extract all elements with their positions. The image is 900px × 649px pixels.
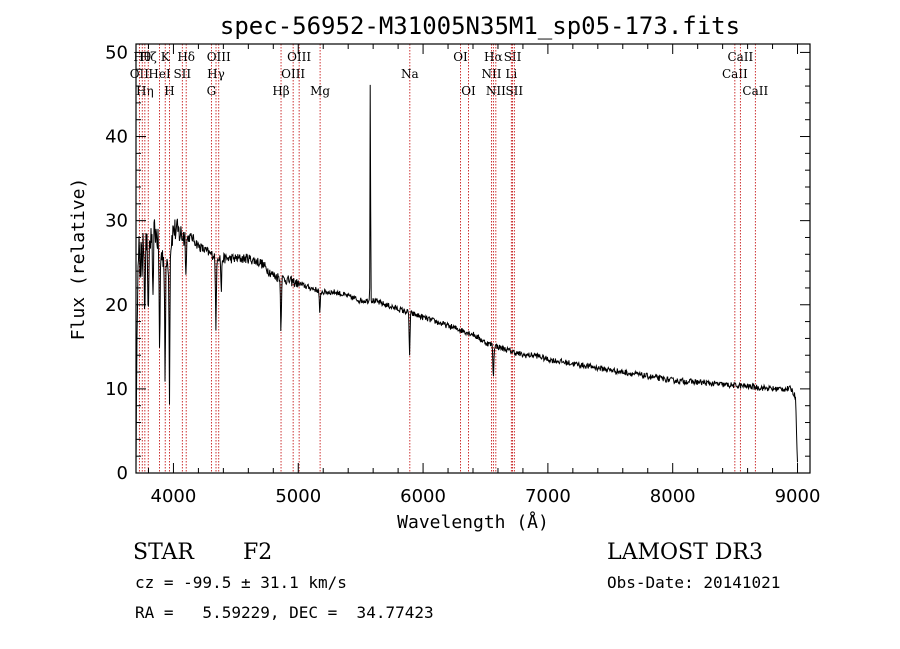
spectrum-line xyxy=(135,84,798,468)
subclass: F2 xyxy=(243,540,273,565)
line-marker-label: Hα xyxy=(484,50,503,64)
spectrum-series xyxy=(135,84,798,468)
line-marker-label: OII xyxy=(130,67,150,81)
line-marker-label: SII xyxy=(504,50,522,64)
line-marker-label: Hζ xyxy=(140,50,157,64)
line-marker-label: OIII xyxy=(287,50,311,64)
line-marker-label: SII xyxy=(173,67,191,81)
y-tick-label: 50 xyxy=(105,42,128,63)
line-markers: OII Hθ Hη Hζ HeI K H SII Hδ G Hγ OIII Hβ OIII OIII Mg Na… xyxy=(130,44,768,473)
redshift-readout: cz = -99.5 ± 31.1 km/s xyxy=(135,573,347,592)
x-tick-label: 5000 xyxy=(275,486,321,507)
line-marker-label: CaII xyxy=(727,50,753,64)
line-marker-label: OIII xyxy=(281,67,305,81)
survey-name: LAMOST DR3 xyxy=(607,540,763,565)
line-marker-label: Hγ xyxy=(207,67,225,81)
line-marker-label: Hθ xyxy=(133,50,151,64)
axis-ticks: 4000 5000 6000 7000 8000 9000 0 10 20 30 40 50 xyxy=(105,42,820,507)
chart-title: spec-56952-M31005N35M1_sp05-173.fits xyxy=(220,12,740,40)
line-marker-label: HeI xyxy=(148,67,171,81)
line-marker-label: Li xyxy=(505,67,517,81)
line-marker-label: OIII xyxy=(207,50,231,64)
y-tick-label: 0 xyxy=(117,463,128,484)
line-marker-label: Hη xyxy=(136,84,154,98)
line-marker-label: SII xyxy=(505,84,523,98)
line-marker-label: Hδ xyxy=(177,50,195,64)
line-marker-label: NII xyxy=(481,67,501,81)
line-marker-label: CaII xyxy=(742,84,768,98)
x-tick-label: 7000 xyxy=(525,486,571,507)
line-marker-label: Na xyxy=(401,67,419,81)
line-marker-label: K xyxy=(161,50,171,64)
line-marker-label: Mg xyxy=(310,84,330,98)
line-marker-label: G xyxy=(207,84,217,98)
coordinates: RA = 5.59229, DEC = 34.77423 xyxy=(135,603,434,622)
object-class: STAR xyxy=(133,540,194,565)
line-marker-label: OI xyxy=(461,84,476,98)
line-marker-label: NII xyxy=(486,84,506,98)
line-marker-label: CaII xyxy=(722,67,748,81)
line-marker-label: Hβ xyxy=(272,84,289,98)
line-marker-label: OI xyxy=(453,50,468,64)
x-axis-label: Wavelength (Å) xyxy=(397,511,549,533)
y-tick-label: 40 xyxy=(105,127,128,148)
y-tick-label: 20 xyxy=(105,295,128,316)
y-axis-label: Flux (relative) xyxy=(68,178,89,341)
y-tick-label: 10 xyxy=(105,379,128,400)
x-tick-label: 8000 xyxy=(650,486,696,507)
x-tick-label: 9000 xyxy=(775,486,821,507)
line-marker-label: H xyxy=(164,84,174,98)
x-tick-label: 6000 xyxy=(400,486,446,507)
x-tick-label: 4000 xyxy=(151,486,197,507)
y-tick-label: 30 xyxy=(105,211,128,232)
obs-date: Obs-Date: 20141021 xyxy=(607,573,781,592)
